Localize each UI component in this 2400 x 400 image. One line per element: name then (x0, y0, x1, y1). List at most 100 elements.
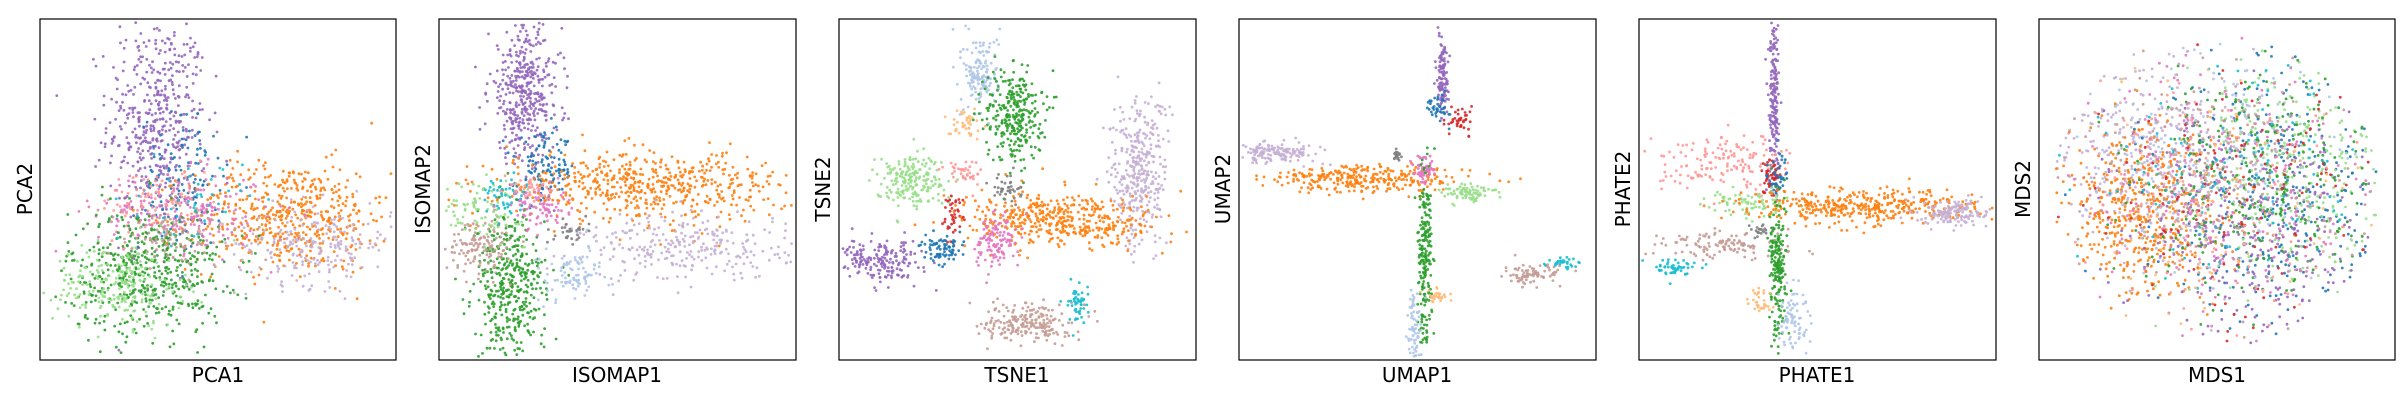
isomap-cluster-4-point (490, 276, 494, 280)
isomap-cluster-4-point (488, 230, 492, 233)
pca-cluster-2-point (341, 267, 345, 271)
isomap-cluster-5-point (487, 262, 490, 265)
isomap-cluster-3-point (718, 238, 722, 242)
pca-cluster-1-point (181, 146, 184, 149)
pca-cluster-0-point (131, 180, 135, 184)
pca-cluster-3-point (244, 292, 248, 296)
pca-cluster-0-point (93, 117, 97, 121)
pca-cluster-3-point (303, 256, 307, 260)
isomap-cluster-3-point (594, 233, 598, 237)
pca-cluster-6-point (163, 256, 167, 260)
isomap-cluster-5-point (509, 283, 512, 286)
isomap-cluster-2-point (576, 208, 579, 212)
isomap-cluster-2-point (581, 133, 584, 137)
isomap-cluster-4-point (545, 287, 548, 291)
isomap-cluster-3-point (700, 209, 703, 213)
isomap-cluster-5-point (443, 247, 447, 251)
pca-cluster-5-point (155, 183, 159, 187)
pca-cluster-7-point (84, 303, 87, 307)
pca-cluster-2-point (331, 238, 335, 242)
pca-cluster-2-point (301, 180, 304, 183)
isomap-cluster-9-point (542, 202, 546, 206)
pca-cluster-2-point (252, 172, 256, 176)
isomap-cluster-0-point (540, 98, 544, 101)
pca-cluster-2-point (313, 212, 317, 216)
isomap-cluster-5-point (452, 258, 455, 262)
pca-cluster-6-point (140, 254, 144, 257)
pca-cluster-2-point (336, 199, 340, 203)
pca-cluster-2-point (269, 208, 273, 212)
isomap-cluster-8-point (560, 257, 564, 260)
isomap-cluster-3-point (767, 258, 771, 262)
pca-cluster-4-point (245, 235, 248, 239)
pca-cluster-2-point (207, 182, 211, 186)
tsne-cluster-1-point (1002, 71, 1006, 74)
pca-cluster-6-point (157, 296, 161, 300)
tsne-cluster-0-point (985, 64, 989, 68)
isomap-cluster-4-point (483, 258, 486, 262)
isomap-cluster-0-point (560, 106, 564, 110)
pca-cluster-3-point (298, 237, 302, 241)
pca-cluster-7-point (75, 287, 78, 291)
pca-cluster-6-point (84, 313, 87, 317)
isomap-cluster-2-point (620, 190, 623, 194)
tsne-cluster-0-point (973, 87, 977, 90)
pca-cluster-7-point (145, 285, 149, 289)
pca-cluster-3-point (360, 266, 364, 269)
pca-cluster-3-point (376, 265, 380, 269)
pca-cluster-2-point (314, 187, 318, 191)
pca-cluster-8-point (147, 231, 151, 235)
pca-cluster-3-point (251, 232, 255, 236)
isomap-cluster-1-point (548, 170, 552, 174)
pca-cluster-7-point (117, 305, 121, 309)
isomap-cluster-3-point (768, 231, 771, 234)
isomap-cluster-4-point (524, 300, 528, 304)
isomap-cluster-4-point (489, 259, 493, 263)
pca-cluster-0-point (191, 116, 194, 119)
pca-cluster-7-point (102, 287, 106, 291)
pca-cluster-2-point (319, 228, 323, 232)
pca-cluster-4-point (278, 238, 282, 241)
isomap-cluster-6-point (503, 213, 507, 216)
pca-cluster-4-point (133, 181, 137, 184)
isomap-cluster-2-point (700, 168, 704, 172)
isomap-cluster-3-point (752, 253, 756, 257)
pca-cluster-0-point (137, 49, 141, 52)
isomap-cluster-8-point (554, 301, 557, 305)
isomap-cluster-3-point (643, 255, 647, 258)
pca-cluster-2-point (223, 200, 227, 204)
isomap-cluster-0-point (536, 126, 539, 129)
isomap-cluster-3-point (663, 219, 667, 223)
pca-cluster-7-point (111, 269, 115, 273)
pca-cluster-2-point (168, 184, 172, 188)
pca-cluster-4-point (234, 217, 238, 221)
isomap-cluster-3-point (742, 252, 745, 256)
isomap-cluster-2-point (579, 161, 583, 165)
isomap-cluster-3-point (731, 265, 734, 269)
isomap-cluster-0-point (545, 102, 549, 106)
pca-cluster-4-point (287, 206, 291, 210)
isomap-cluster-3-point (682, 240, 686, 243)
pca-cluster-2-point (264, 191, 268, 195)
isomap-cluster-9-point (536, 233, 539, 237)
pca-cluster-2-point (255, 218, 259, 222)
pca-cluster-0-point (185, 75, 189, 78)
isomap-cluster-2-point (713, 204, 716, 207)
pca-cluster-7-point (130, 284, 134, 287)
isomap-cluster-7-point (509, 211, 513, 215)
pca-cluster-0-point (189, 46, 192, 50)
pca-cluster-3-point (289, 230, 293, 234)
pca-cluster-8-point (195, 207, 198, 211)
pca-cluster-7-point (122, 296, 126, 299)
pca-cluster-0-point (135, 73, 139, 76)
pca-cluster-1-point (191, 191, 195, 195)
pca-cluster-7-point (102, 295, 105, 298)
isomap-cluster-2-point (695, 202, 699, 206)
pca-cluster-6-point (142, 223, 146, 227)
isomap-cluster-2-point (673, 186, 677, 190)
pca-cluster-0-point (127, 142, 131, 145)
pca-cluster-8-point (163, 218, 167, 222)
pca-cluster-6-point (69, 277, 73, 281)
isomap-cluster-3-point (686, 222, 689, 226)
isomap-cluster-3-point (751, 233, 755, 237)
